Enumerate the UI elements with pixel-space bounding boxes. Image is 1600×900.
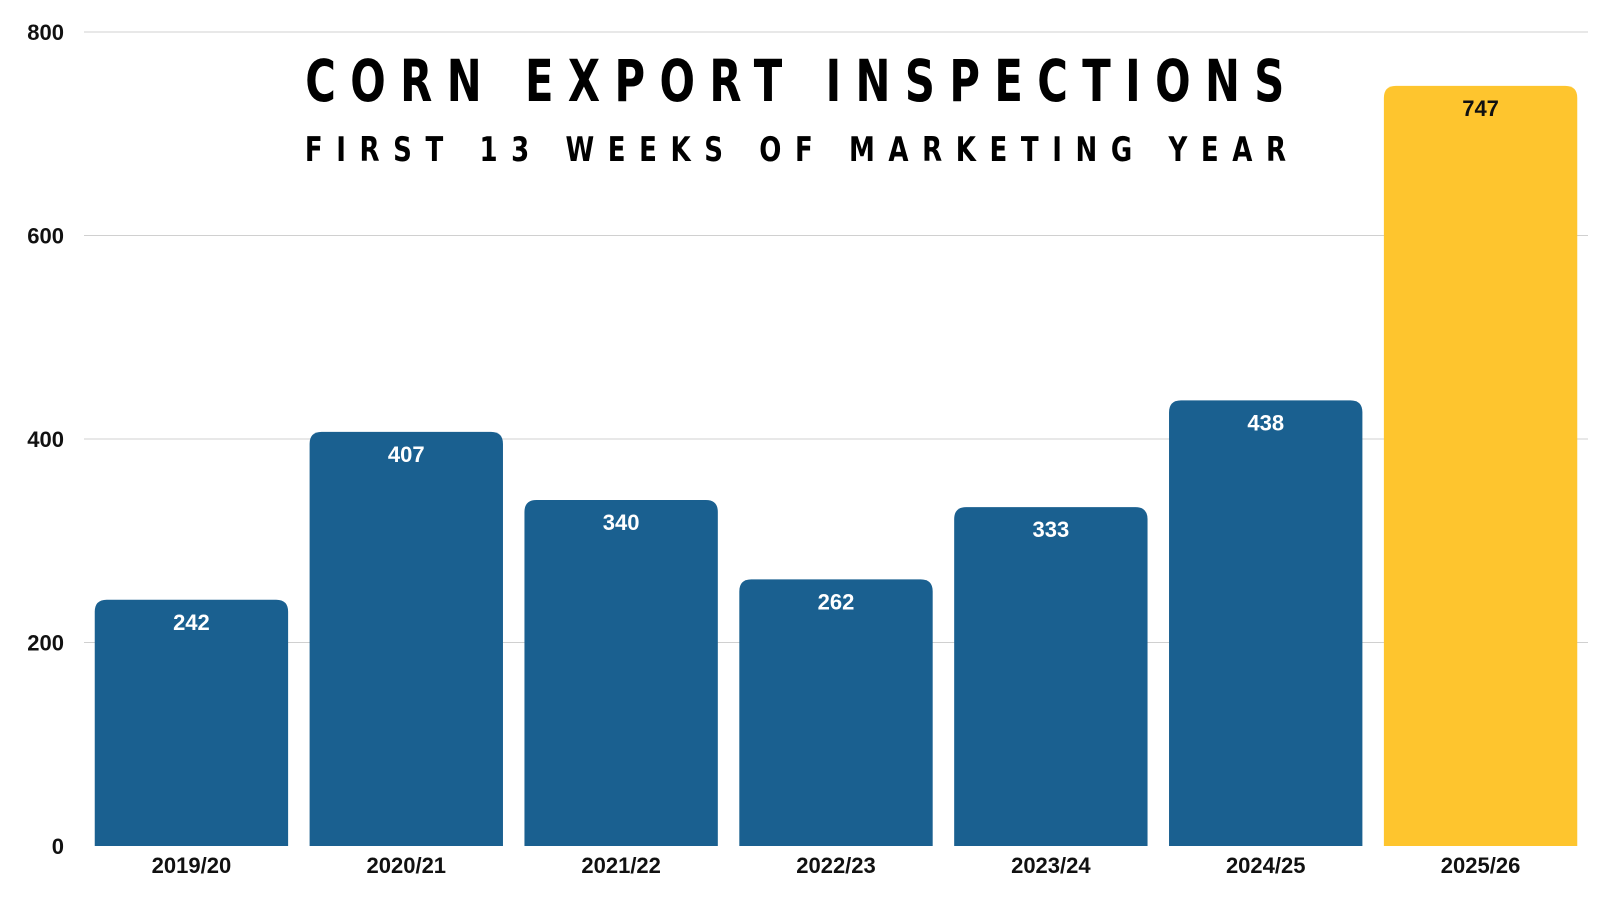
bar-2023-24: [954, 507, 1148, 846]
bar-2020-21: [309, 431, 503, 846]
x-category-label: 2019/20: [152, 853, 232, 878]
y-tick-label: 200: [27, 631, 64, 656]
chart-title: CORN EXPORT INSPECTIONS: [305, 47, 1299, 115]
bar-value-label: 340: [603, 510, 640, 535]
bar-value-label: 262: [818, 589, 855, 614]
bar-2021-22: [524, 500, 718, 846]
x-category-label: 2021/22: [581, 853, 661, 878]
bar-2022-23: [739, 579, 933, 846]
bar-2019-20: [94, 599, 289, 846]
y-tick-label: 600: [27, 224, 64, 249]
x-category-label: 2020/21: [367, 853, 447, 878]
y-axis-ticks: 0 200 400 600 800: [27, 20, 64, 859]
x-category-label: 2022/23: [796, 853, 876, 878]
bars: [94, 85, 1578, 847]
x-category-label: 2023/24: [1011, 853, 1091, 878]
y-tick-label: 0: [52, 834, 64, 859]
bar-value-label: 333: [1032, 517, 1069, 542]
y-tick-label: 400: [27, 427, 64, 452]
data-labels: 242 407 340 262 333 438 747: [173, 96, 1499, 635]
y-tick-label: 800: [27, 20, 64, 45]
bar-2024-25: [1169, 400, 1363, 846]
x-category-label: 2024/25: [1226, 853, 1306, 878]
bar-value-label: 747: [1462, 96, 1499, 121]
bar-2025-26: [1383, 85, 1578, 847]
x-category-label: 2025/26: [1441, 853, 1521, 878]
bar-value-label: 438: [1247, 410, 1284, 435]
bar-value-label: 407: [388, 442, 425, 467]
bar-value-label: 242: [173, 610, 210, 635]
chart-subtitle: FIRST 13 WEEKS OF MARKETING YEAR: [304, 130, 1300, 170]
x-axis-categories: 2019/20 2020/21 2021/22 2022/23 2023/24 2024/…: [152, 853, 1521, 878]
